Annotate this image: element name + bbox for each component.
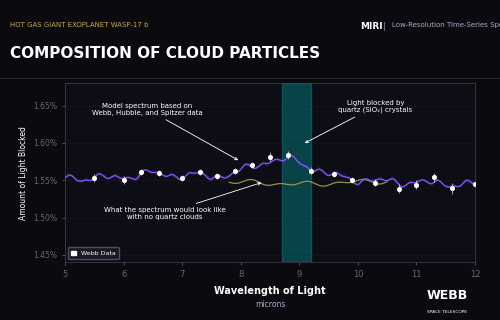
Text: COMPOSITION OF CLOUD PARTICLES: COMPOSITION OF CLOUD PARTICLES bbox=[10, 46, 320, 61]
Y-axis label: Amount of Light Blocked: Amount of Light Blocked bbox=[19, 126, 28, 220]
Text: Model spectrum based on
Webb, Hubble, and Spitzer data: Model spectrum based on Webb, Hubble, an… bbox=[92, 103, 238, 160]
Legend: Webb Data: Webb Data bbox=[68, 247, 119, 259]
Point bbox=[430, 174, 438, 180]
Point bbox=[137, 170, 145, 175]
Text: Wavelength of Light: Wavelength of Light bbox=[214, 286, 326, 296]
Point bbox=[178, 175, 186, 180]
Point bbox=[214, 173, 222, 179]
Text: Low-Resolution Time-Series Spectroscopy: Low-Resolution Time-Series Spectroscopy bbox=[392, 22, 500, 28]
Point bbox=[154, 171, 162, 176]
Text: WEBB: WEBB bbox=[427, 289, 468, 302]
Point bbox=[330, 172, 338, 177]
Point bbox=[248, 163, 256, 168]
Point bbox=[471, 181, 479, 186]
Text: What the spectrum would look like
with no quartz clouds: What the spectrum would look like with n… bbox=[104, 182, 260, 220]
Point bbox=[307, 168, 315, 173]
Point bbox=[395, 186, 403, 191]
Point bbox=[196, 169, 203, 174]
Point bbox=[90, 175, 98, 180]
Point bbox=[120, 177, 128, 182]
Text: MIRI: MIRI bbox=[360, 22, 382, 31]
Point bbox=[448, 186, 456, 191]
Point bbox=[284, 153, 292, 158]
Point bbox=[348, 177, 356, 182]
Point bbox=[412, 182, 420, 187]
Text: Light blocked by
quartz (SiO₂) crystals: Light blocked by quartz (SiO₂) crystals bbox=[306, 100, 412, 143]
Point bbox=[231, 169, 239, 174]
Text: |: | bbox=[382, 22, 386, 31]
Text: microns: microns bbox=[255, 300, 285, 309]
Point bbox=[372, 180, 380, 185]
Point bbox=[266, 154, 274, 159]
Text: HOT GAS GIANT EXOPLANET WASP-17 b: HOT GAS GIANT EXOPLANET WASP-17 b bbox=[10, 22, 148, 28]
Bar bbox=[282, 83, 311, 262]
Text: SPACE TELESCOPE: SPACE TELESCOPE bbox=[428, 310, 468, 314]
